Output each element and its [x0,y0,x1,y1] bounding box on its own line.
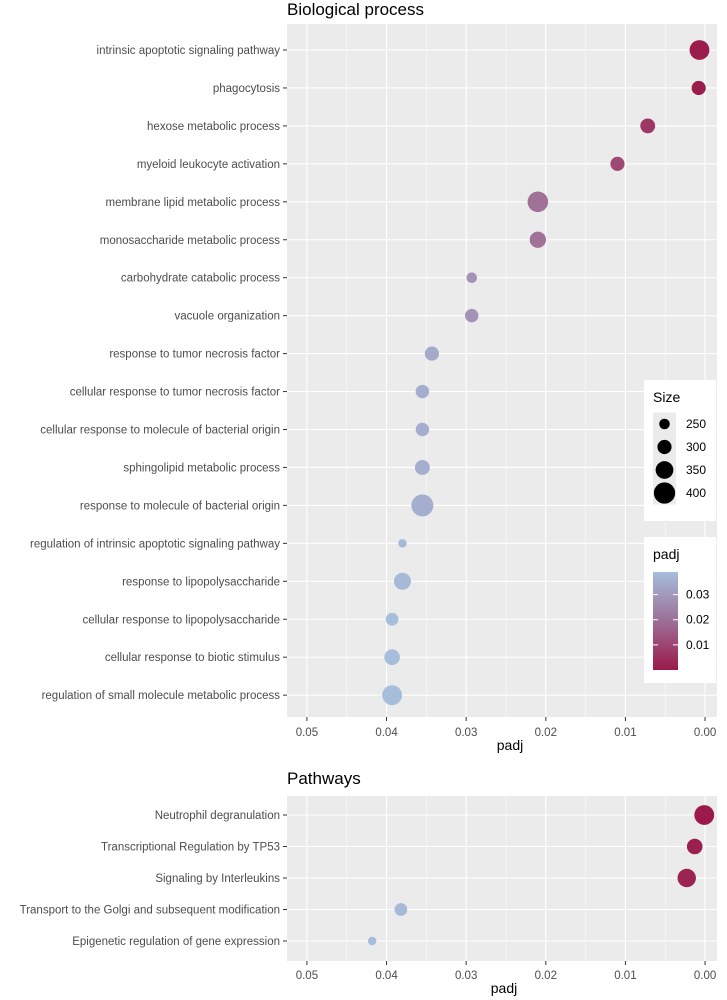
data-point [610,156,625,171]
size-legend-title: Size [653,389,680,405]
x-axis-label: padj [491,980,517,996]
data-point [394,903,408,916]
color-tick-label: 0.03 [686,588,710,602]
y-category-label: Transport to the Golgi and subsequent mo… [20,905,280,917]
size-key-label: 350 [686,463,706,477]
data-point [465,308,479,323]
size-key-dot [653,482,676,504]
y-category-label: cellular response to molecule of bacteri… [40,425,280,437]
y-category-label: phagocytosis [213,83,280,95]
chart-title: Biological process [287,0,424,19]
data-point [384,649,400,665]
biological-process-chart: Biological process intrinsic apoptotic s… [30,0,717,753]
size-key-label: 400 [686,486,706,500]
y-category-label: regulation of small molecule metabolic p… [42,690,281,702]
y-category-label: monosaccharide metabolic process [100,235,281,247]
x-tick-label: 0.04 [375,970,398,982]
y-category-label: myeloid leukocyte activation [137,159,280,171]
y-category-label: Transcriptional Regulation by TP53 [101,842,280,854]
x-tick-label: 0.02 [535,970,557,982]
data-point [689,40,710,60]
size-legend: Size 250 300 350 400 [644,380,716,521]
y-category-label: cellular response to biotic stimulus [105,652,280,664]
y-category-label: vacuole organization [175,311,281,323]
color-legend-title: padj [653,546,679,562]
y-category-label: Signaling by Interleukins [155,873,280,885]
data-point [385,612,399,626]
size-key-label: 250 [686,417,706,431]
data-point [424,346,439,361]
x-tick-label: 0.02 [535,727,557,739]
chart-title: Pathways [287,769,361,788]
y-category-label: intrinsic apoptotic signaling pathway [97,45,281,57]
size-key-dot [657,439,672,455]
data-point [382,685,403,706]
y-category-label: response to tumor necrosis factor [109,349,280,361]
data-point [393,572,411,590]
data-point [686,838,703,855]
y-category-label: Epigenetic regulation of gene expression [72,936,280,948]
y-category-label: carbohydrate catabolic process [121,273,280,285]
y-category-label: cellular response to tumor necrosis fact… [70,387,280,399]
y-category-label: sphingolipid metabolic process [123,462,280,474]
data-point [398,539,407,548]
y-category-label: Neutrophil degranulation [155,810,280,822]
x-tick-label: 0.05 [296,727,318,739]
data-point [466,272,478,283]
x-tick-label: 0.04 [375,727,398,739]
color-bar [653,572,678,670]
x-tick-label: 0.01 [614,727,636,739]
y-category-label: regulation of intrinsic apoptotic signal… [30,538,280,550]
data-point [415,384,430,399]
x-tick-label: 0.03 [455,727,477,739]
x-axis-label: padj [497,737,523,753]
data-point [640,118,656,134]
data-point [415,422,430,437]
data-point [529,231,546,248]
data-point [691,80,706,96]
y-category-label: response to lipopolysaccharide [122,576,280,588]
color-tick-label: 0.02 [686,613,710,627]
data-point [414,460,430,475]
padj-color-legend: padj 0.03 0.02 0.01 [644,537,716,683]
size-key-label: 300 [686,440,706,454]
size-key-dot [659,418,670,430]
data-point [411,494,434,517]
y-category-label: cellular response to lipopolysaccharide [82,614,280,626]
x-tick-label: 0.00 [694,727,716,739]
x-tick-label: 0.01 [614,970,636,982]
x-tick-label: 0.03 [455,970,477,982]
color-tick-label: 0.01 [686,638,710,652]
y-category-label: hexose metabolic process [147,121,280,133]
data-point [527,191,549,213]
y-category-label: membrane lipid metabolic process [106,197,281,209]
data-point [677,868,696,888]
size-key-dot [655,461,674,479]
x-tick-label: 0.00 [694,970,716,982]
pathways-chart: Pathways Neutrophil degranulation Transcr… [20,769,717,996]
x-tick-label: 0.05 [296,970,318,982]
data-point [367,936,377,946]
data-point [694,805,715,825]
y-category-label: response to molecule of bacterial origin [80,500,280,512]
